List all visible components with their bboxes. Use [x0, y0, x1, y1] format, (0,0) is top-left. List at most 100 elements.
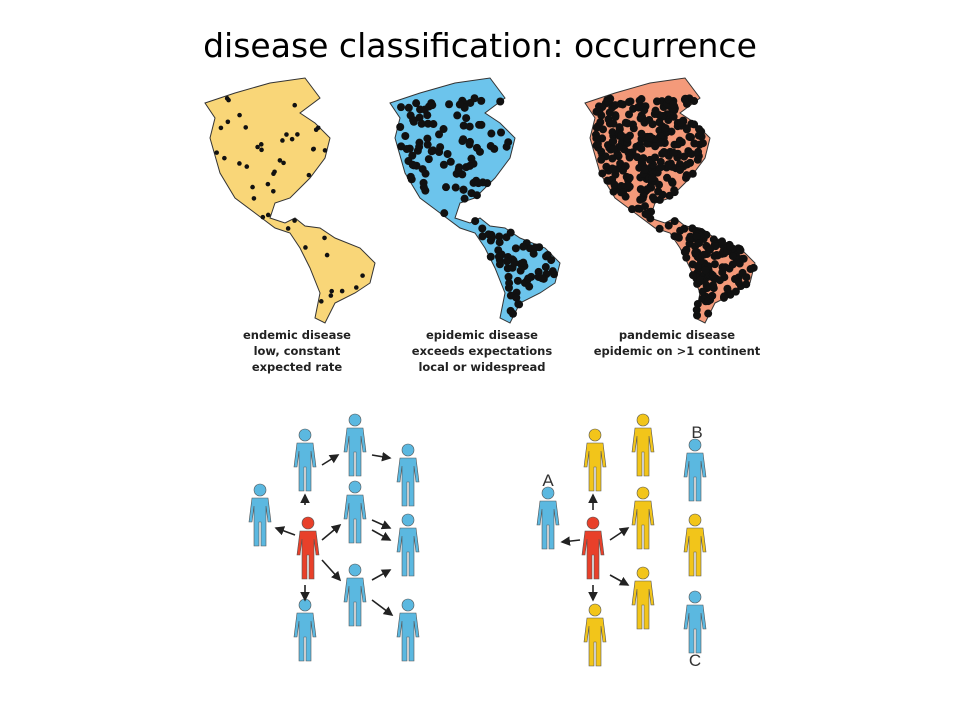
case-dot: [531, 243, 540, 252]
case-dot: [271, 188, 276, 194]
map: [204, 77, 376, 324]
case-dot: [651, 142, 660, 151]
case-dot: [723, 284, 732, 293]
case-dot: [495, 238, 504, 247]
case-dot: [633, 153, 642, 162]
case-dot: [440, 209, 449, 218]
case-dot: [686, 233, 695, 242]
case-dot: [478, 232, 487, 241]
case-dot: [419, 183, 428, 192]
case-dot: [415, 113, 424, 122]
case-dot: [688, 271, 697, 280]
case-dot: [719, 293, 728, 302]
case-dot: [680, 95, 689, 104]
case-dot: [608, 165, 617, 174]
case-dot: [360, 273, 365, 278]
case-dot: [504, 272, 513, 281]
person: [296, 516, 320, 580]
case-dot: [519, 258, 528, 267]
case-dot: [435, 130, 444, 139]
case-dot: [280, 138, 285, 143]
person: [343, 480, 367, 544]
americas-map: [204, 77, 376, 324]
case-dot: [415, 142, 424, 151]
case-dot: [696, 276, 705, 285]
case-dot: [255, 144, 260, 150]
case-dot: [285, 226, 291, 231]
case-dot: [670, 217, 679, 226]
case-dot: [611, 112, 620, 121]
case-dot: [676, 226, 685, 235]
case-dot: [458, 137, 467, 146]
case-dot: [728, 260, 737, 269]
case-dot: [465, 161, 474, 170]
case-dot: [648, 120, 657, 129]
case-dot: [237, 112, 242, 118]
case-dot: [328, 293, 334, 298]
case-dot: [695, 239, 704, 248]
case-dot: [746, 265, 755, 274]
case-dot: [510, 259, 519, 268]
case-dot: [504, 283, 513, 292]
case-dot: [260, 214, 266, 220]
case-dot: [622, 172, 631, 181]
case-dot: [506, 306, 515, 315]
case-dot: [251, 196, 257, 201]
case-dot: [708, 291, 717, 300]
case-dot: [439, 160, 448, 169]
case-dot: [462, 114, 471, 123]
person: [293, 598, 317, 662]
map-caption: pandemic disease: [619, 328, 735, 342]
case-dot: [687, 150, 696, 159]
case-dot: [628, 205, 637, 214]
case-dot: [669, 148, 678, 157]
case-dot: [656, 138, 665, 147]
case-dot: [718, 237, 727, 246]
case-dot: [271, 171, 276, 177]
person: [683, 590, 707, 654]
case-dot: [396, 122, 405, 131]
case-dot: [484, 230, 493, 239]
case-dot: [710, 260, 719, 269]
case-dot: [250, 184, 255, 190]
case-dot: [637, 185, 646, 194]
case-dot: [504, 138, 513, 147]
case-dot: [486, 252, 495, 261]
case-dot: [637, 95, 646, 104]
case-dot: [519, 242, 528, 251]
case-dot: [265, 212, 271, 218]
case-dot: [621, 162, 630, 171]
case-dot: [739, 254, 748, 263]
case-dot: [486, 142, 495, 151]
case-dot: [712, 250, 721, 259]
person: [396, 443, 420, 507]
case-dot: [281, 160, 286, 166]
case-dot: [632, 142, 641, 151]
case-dot: [688, 169, 697, 178]
case-dot: [214, 150, 219, 155]
case-dot: [315, 125, 321, 131]
case-dot: [222, 155, 227, 161]
case-dot: [592, 134, 601, 143]
arrow: [371, 569, 392, 581]
case-dot: [617, 131, 626, 140]
case-dot: [428, 101, 437, 110]
case-dot: [354, 285, 359, 290]
case-dot: [648, 193, 657, 202]
case-dot: [244, 164, 250, 169]
case-dot: [617, 182, 626, 191]
arrow: [321, 454, 340, 466]
case-dot: [667, 127, 676, 136]
case-dot: [651, 153, 660, 162]
case-dot: [708, 271, 717, 280]
map-caption: endemic disease: [243, 328, 351, 342]
case-dot: [692, 232, 701, 241]
case-dot: [514, 300, 523, 309]
case-dot: [674, 233, 683, 242]
case-dot: [445, 100, 454, 109]
case-dot: [289, 136, 295, 142]
arrow: [371, 529, 392, 541]
case-dot: [694, 147, 703, 156]
arrow: [371, 599, 394, 616]
map-caption: epidemic on >1 continent: [594, 344, 761, 358]
